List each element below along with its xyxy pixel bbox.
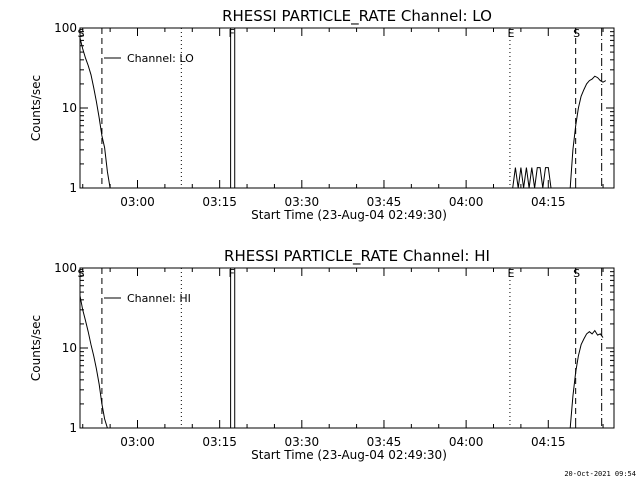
x-tick-label: 03:00 bbox=[120, 435, 155, 449]
y-tick-label: 10 bbox=[62, 101, 77, 115]
event-marker-label: E bbox=[507, 27, 514, 40]
y-tick-label: 10 bbox=[62, 341, 77, 355]
x-tick-label: 04:00 bbox=[449, 195, 484, 209]
series-line bbox=[79, 295, 108, 429]
event-marker-label: F bbox=[228, 267, 234, 280]
event-marker-label: F bbox=[228, 27, 234, 40]
y-tick-label: 100 bbox=[54, 261, 77, 275]
x-tick-label: 04:15 bbox=[531, 195, 566, 209]
y-tick-label: 1 bbox=[69, 181, 77, 195]
chart-panel-1: RHESSI PARTICLE_RATE Channel: HI 1 10 100 03… bbox=[29, 247, 615, 462]
chart-panel-0: RHESSI PARTICLE_RATE Channel: LO 1 10 100 03… bbox=[29, 7, 615, 222]
event-marker-label: S bbox=[78, 27, 85, 40]
event-marker-label: E bbox=[507, 267, 514, 280]
legend-entry: Channel: LO bbox=[127, 52, 194, 65]
x-tick-label: 04:15 bbox=[531, 435, 566, 449]
y-tick-label: 1 bbox=[69, 421, 77, 435]
x-axis-label: Start Time (23-Aug-04 02:49:30) bbox=[251, 448, 447, 462]
series-line bbox=[569, 75, 607, 189]
x-axis-label: Start Time (23-Aug-04 02:49:30) bbox=[251, 208, 447, 222]
legend-entry: Channel: HI bbox=[127, 292, 191, 305]
x-tick-label: 03:00 bbox=[120, 195, 155, 209]
series-line bbox=[569, 329, 604, 429]
x-tick-label: 03:45 bbox=[367, 435, 402, 449]
y-axis-label: Counts/sec bbox=[29, 75, 43, 141]
x-tick-label: 04:00 bbox=[449, 435, 484, 449]
x-tick-label: 03:15 bbox=[202, 195, 237, 209]
chart-title: RHESSI PARTICLE_RATE Channel: HI bbox=[224, 247, 490, 266]
series-line bbox=[512, 167, 552, 189]
y-tick-label: 100 bbox=[54, 21, 77, 35]
y-axis-label: Counts/sec bbox=[29, 315, 43, 381]
event-marker-label: S bbox=[78, 267, 85, 280]
x-tick-label: 03:30 bbox=[285, 435, 320, 449]
chart-title: RHESSI PARTICLE_RATE Channel: LO bbox=[222, 7, 492, 26]
event-marker-label: S bbox=[573, 267, 580, 280]
x-tick-label: 03:15 bbox=[202, 435, 237, 449]
timestamp-footer: 20-Oct-2021 09:54 bbox=[564, 470, 636, 478]
x-tick-label: 03:45 bbox=[367, 195, 402, 209]
x-tick-label: 03:30 bbox=[285, 195, 320, 209]
event-marker-label: S bbox=[573, 27, 580, 40]
series-line bbox=[79, 37, 111, 189]
